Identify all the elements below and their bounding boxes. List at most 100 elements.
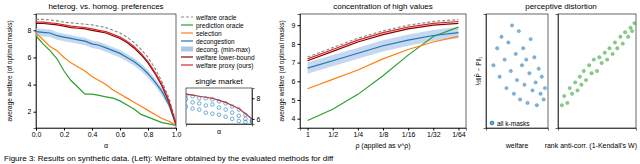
x-tick-mark <box>148 128 149 131</box>
title: single market <box>195 77 243 86</box>
point <box>590 72 593 75</box>
x-tick-mark <box>120 128 121 131</box>
x-tick-label: 1/8 <box>379 131 389 138</box>
x-tick-mark <box>383 128 384 131</box>
y-tick-mark <box>298 63 301 64</box>
y-tick: 5 <box>292 97 300 104</box>
point <box>613 41 616 44</box>
line <box>308 27 459 120</box>
y-axis-line <box>253 89 255 125</box>
point <box>566 101 569 104</box>
panel: rank anti-corr. (1-Kendall's W) <box>545 14 637 150</box>
y-axis-line <box>556 15 559 129</box>
y-tick-label: 8 <box>257 95 261 102</box>
x-axis-label: ρ (applied as v^ρ) <box>355 142 410 150</box>
line <box>36 24 176 125</box>
x-tick-mark <box>308 128 309 131</box>
legend-label: prediction oracle <box>196 22 244 30</box>
line <box>308 21 459 58</box>
x-axis <box>187 125 253 127</box>
legend-swatch <box>181 24 193 25</box>
legend-label: selection <box>196 30 222 37</box>
panel: 11/21/41/81/161/321/64456789concentratio… <box>278 2 467 150</box>
x-tick-mark <box>64 128 65 131</box>
plot-frame <box>486 14 548 128</box>
x-axis-line <box>559 129 637 131</box>
y-axis-label: average welfare (of optimal masks) <box>278 20 286 121</box>
line <box>36 32 176 126</box>
point <box>576 89 579 92</box>
plot-area <box>492 24 547 107</box>
y-tick: 6 <box>28 54 36 61</box>
point <box>186 93 188 97</box>
point <box>522 47 525 50</box>
plot-area <box>186 93 252 123</box>
point <box>533 56 536 59</box>
y-axis-label: average welfare (of optimal masks) <box>6 20 14 121</box>
plot-area <box>308 20 459 121</box>
y-tick-mark <box>298 44 301 45</box>
legend-item: welfare oracle <box>181 14 237 21</box>
point <box>568 86 571 89</box>
point <box>611 52 614 55</box>
point <box>498 75 501 78</box>
x-tick: 1/32 <box>427 128 441 138</box>
x-axis-line <box>301 129 467 131</box>
y-tick-label: 6 <box>28 54 32 61</box>
x-tick: 1/4 <box>353 128 363 138</box>
band <box>36 28 176 126</box>
y-tick: 2 <box>28 108 36 115</box>
point <box>217 100 221 104</box>
y-tick: 8 <box>252 95 261 102</box>
point <box>197 108 201 112</box>
point <box>629 26 632 29</box>
point <box>600 61 603 64</box>
point <box>573 81 576 84</box>
point <box>542 98 545 101</box>
legend-label: welfare proxy (ours) <box>195 62 253 70</box>
point <box>543 86 546 89</box>
y-tick-label: 8 <box>292 41 296 48</box>
figure: 0.00.20.40.60.81.02468heterog. vs. homog… <box>0 0 640 164</box>
plot-frame <box>300 14 466 128</box>
x-tick: 0.6 <box>116 128 126 138</box>
x-tick: 1/16 <box>402 128 416 138</box>
point <box>570 92 573 95</box>
y-tick-mark <box>34 112 37 113</box>
x-tick-label: 1/64 <box>452 131 466 138</box>
line <box>308 36 459 88</box>
y-axis-line <box>298 15 301 129</box>
legend-item: selection <box>181 30 222 37</box>
point <box>515 78 518 81</box>
legend-swatch <box>181 56 193 57</box>
x-axis-line <box>487 129 549 131</box>
point <box>217 113 221 117</box>
point <box>616 47 619 50</box>
point <box>204 104 208 108</box>
point <box>230 117 234 121</box>
x-tick-label: 1.0 <box>172 131 182 138</box>
point <box>595 69 598 72</box>
panel: 0.00.20.40.60.81.02468heterog. vs. homog… <box>6 2 255 149</box>
y-tick: 4 <box>28 81 36 88</box>
x-axis-line <box>187 125 253 127</box>
y-axis: 456789 <box>292 15 301 129</box>
point <box>191 101 195 105</box>
point <box>191 107 195 111</box>
legend-label: welfare oracle <box>195 14 237 21</box>
point <box>507 41 510 44</box>
y-tick-label: 7 <box>292 59 296 66</box>
plot-frame <box>36 14 176 128</box>
point <box>584 78 587 81</box>
x-axis: 0.00.20.40.60.81.0 <box>32 128 182 138</box>
plot-frame <box>558 14 636 128</box>
legend-item: welfare lower-bound <box>181 54 255 61</box>
point <box>224 108 228 112</box>
line <box>36 33 176 125</box>
x-tick-label: 1/4 <box>353 131 363 138</box>
point <box>560 104 563 107</box>
x-tick-mark <box>333 128 334 131</box>
x-tick-label: 0.0 <box>32 131 42 138</box>
y-tick: 4 <box>292 115 300 122</box>
y-tick: 8 <box>292 41 300 48</box>
